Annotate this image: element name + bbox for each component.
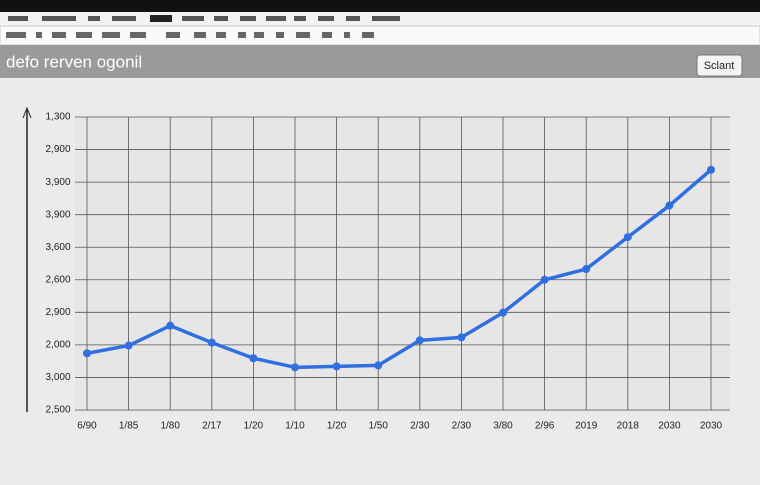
- data-point: [457, 333, 466, 342]
- data-point: [291, 363, 299, 372]
- data-point: [83, 349, 91, 358]
- x-tick-label: 1/50: [368, 421, 388, 432]
- data-point: [415, 336, 424, 345]
- x-tick-label: 2/30: [410, 421, 430, 432]
- x-tick-label: 1/85: [119, 421, 139, 432]
- x-tick-label: 2/30: [452, 421, 472, 432]
- y-tick-label: 3,600: [45, 242, 70, 253]
- x-tick-label: 6/90: [77, 421, 97, 432]
- data-point: [166, 321, 175, 330]
- x-tick-label: 2030: [658, 421, 681, 432]
- header-title: defo rerven ogonil: [6, 52, 142, 71]
- y-tick-label: 2,500: [45, 405, 70, 416]
- x-tick-label: 1/20: [327, 421, 347, 432]
- header-band: [0, 45, 760, 78]
- x-tick-label: 3/80: [493, 421, 513, 432]
- header-button-label[interactable]: Sclant: [704, 60, 735, 72]
- x-tick-label: 2019: [575, 421, 598, 432]
- y-tick-label: 2,900: [45, 307, 70, 318]
- y-tick-label: 2,600: [45, 274, 70, 285]
- data-point: [374, 361, 383, 370]
- data-point: [249, 354, 258, 363]
- y-axis-arrow: [22, 106, 32, 119]
- menu-items: [8, 15, 400, 22]
- data-point: [623, 233, 632, 242]
- data-point: [124, 341, 133, 350]
- data-point: [707, 165, 715, 174]
- y-tick-label: 3,000: [45, 372, 70, 383]
- y-tick-label: 2,900: [45, 144, 70, 155]
- x-tick-label: 2018: [617, 421, 640, 432]
- x-tick-label: 2/96: [535, 421, 555, 432]
- title-bar: [0, 0, 760, 12]
- x-tick-label: 1/10: [285, 421, 305, 432]
- y-tick-label: 3,900: [45, 177, 70, 188]
- data-point: [499, 308, 507, 317]
- data-point: [582, 265, 591, 274]
- x-tick-label: 1/80: [160, 421, 180, 432]
- y-tick-label: 3,900: [45, 209, 70, 220]
- y-tick-label: 2,000: [45, 340, 70, 351]
- toolbar-icons: [6, 32, 374, 38]
- header-button[interactable]: [696, 54, 743, 77]
- data-point: [332, 362, 341, 371]
- x-tick-label: 1/20: [244, 421, 264, 432]
- data-line: [86, 168, 713, 370]
- plot: 2,500 3,000 2,000 2,900 2,600 3,600 3,900 3,900…: [45, 112, 730, 432]
- data-point: [665, 201, 674, 210]
- plot-area: [75, 117, 730, 412]
- x-tick-label: 2/17: [202, 421, 222, 432]
- data-point: [207, 338, 216, 347]
- x-tick-label: 2030: [700, 421, 723, 432]
- data-point: [540, 275, 549, 284]
- y-tick-label: 1,300: [45, 112, 70, 123]
